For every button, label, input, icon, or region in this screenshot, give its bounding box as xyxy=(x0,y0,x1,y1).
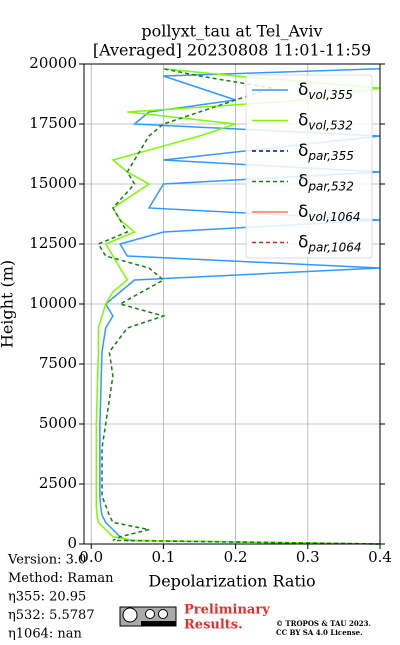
y-tick-label: 5000 xyxy=(39,414,77,432)
preliminary: Results. xyxy=(184,618,243,633)
copyright: © TROPOS & TAU 2023. xyxy=(276,619,371,628)
profile-line xyxy=(97,68,381,545)
info-text: Method: Raman xyxy=(8,571,114,586)
y-tick-label: 7500 xyxy=(39,354,77,372)
x-tick-label: 0.2 xyxy=(224,548,248,566)
cc-logo xyxy=(119,606,177,627)
legend-label: δpar,1064 xyxy=(298,233,362,255)
x-tick-label: 0.3 xyxy=(296,548,320,566)
x-axis-label: Depolarization Ratio xyxy=(148,572,315,591)
y-tick-label: 15000 xyxy=(29,174,77,192)
info-text: η355: 20.95 xyxy=(8,590,86,605)
info-text: Version: 3.0 xyxy=(7,553,86,568)
y-tick-label: 2500 xyxy=(39,474,77,492)
y-axis-label: Height (m) xyxy=(0,260,17,348)
legend-label: δvol,1064 xyxy=(298,202,361,224)
chart-subtitle: [Averaged] 20230808 11:01-11:59 xyxy=(93,41,371,60)
x-tick-label: 0.0 xyxy=(79,548,103,566)
y-tick-label: 10000 xyxy=(29,294,77,312)
legend-label: δpar,532 xyxy=(298,172,354,194)
copyright: CC BY SA 4.0 License. xyxy=(276,628,363,637)
legend-label: δvol,355 xyxy=(298,80,353,102)
profile-line xyxy=(95,68,381,545)
y-tick-label: 0 xyxy=(67,534,77,552)
legend-label: δpar,355 xyxy=(298,141,354,163)
info-text: η532: 5.5787 xyxy=(8,608,95,623)
y-tick-label: 20000 xyxy=(29,54,77,72)
x-tick-label: 0.4 xyxy=(368,548,392,566)
y-tick-label: 17500 xyxy=(29,114,77,132)
x-tick-label: 0.1 xyxy=(151,548,175,566)
y-tick-label: 12500 xyxy=(29,234,77,252)
info-text: η1064: nan xyxy=(8,627,83,641)
plot-frame xyxy=(83,63,381,545)
chart-title: pollyxt_tau at Tel_Aviv xyxy=(141,22,322,41)
preliminary: Preliminary xyxy=(184,603,270,618)
legend-box xyxy=(245,74,373,259)
legend-label: δvol,532 xyxy=(298,111,353,133)
